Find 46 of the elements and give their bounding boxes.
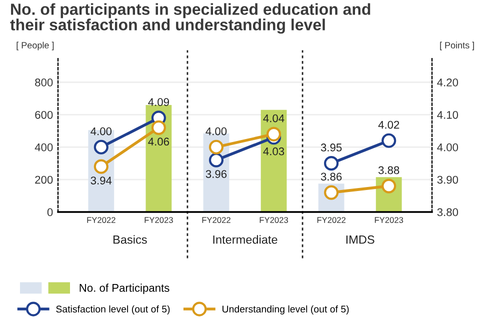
- x-tick-label: FY2023: [144, 217, 173, 223]
- chart-title: No. of participants in specialized education and their satisfaction and understanding level: [10, 3, 370, 34]
- y2-axis-title: [ Points ]: [440, 42, 474, 50]
- point: [382, 133, 396, 148]
- data-label: 4.00: [206, 127, 227, 136]
- y-tick-label: 0: [47, 208, 53, 216]
- y-tick-label: 800: [35, 78, 53, 86]
- data-label: 3.96: [206, 170, 227, 178]
- y-tick-label: 400: [34, 143, 53, 152]
- y-tick-label: 200: [35, 176, 53, 184]
- data-label: 4.06: [148, 138, 170, 146]
- y-tick-label: 600: [35, 110, 53, 119]
- text: Basics: [114, 235, 147, 244]
- y2-tick-label: 4.20: [437, 78, 458, 86]
- data-label: 4.03: [263, 147, 284, 156]
- data-label: 3.86: [320, 172, 342, 181]
- point: [382, 178, 396, 194]
- data-label: 4.02: [378, 120, 400, 129]
- y2-tick-label: 3.80: [437, 208, 458, 216]
- legend-label: Understanding level (out of 5): [222, 305, 349, 314]
- point: [208, 140, 224, 154]
- point: [151, 120, 166, 135]
- data-label: 4.04: [263, 114, 284, 122]
- y-axis-title: [ People ]: [16, 42, 54, 50]
- y2-tick-label: 3.90: [437, 176, 458, 184]
- point: [266, 126, 282, 142]
- data-label: 3.94: [90, 176, 112, 184]
- text: Intermediate: [213, 235, 278, 244]
- x-tick-label: FY2022: [87, 217, 116, 223]
- legend-label: No. of Participants: [80, 284, 170, 294]
- x-tick-label: FY2023: [374, 217, 404, 223]
- x-tick-label: FY2022: [317, 217, 346, 223]
- data-label: 3.88: [378, 166, 400, 174]
- text: IMDS: [346, 235, 374, 244]
- point: [208, 152, 224, 168]
- y2-tick-label: 4.10: [437, 110, 458, 119]
- legend-label: Satisfaction level (out of 5): [56, 305, 170, 314]
- data-label: 3.95: [320, 144, 342, 152]
- x-tick-label: FY2023: [260, 217, 288, 223]
- data-label: 4.09: [148, 98, 169, 106]
- point: [94, 159, 108, 174]
- point: [94, 140, 108, 154]
- point: [324, 156, 339, 171]
- y2-tick-label: 4.00: [437, 143, 458, 152]
- data-label: 4.00: [90, 127, 112, 136]
- x-tick-label: FY2022: [202, 217, 230, 223]
